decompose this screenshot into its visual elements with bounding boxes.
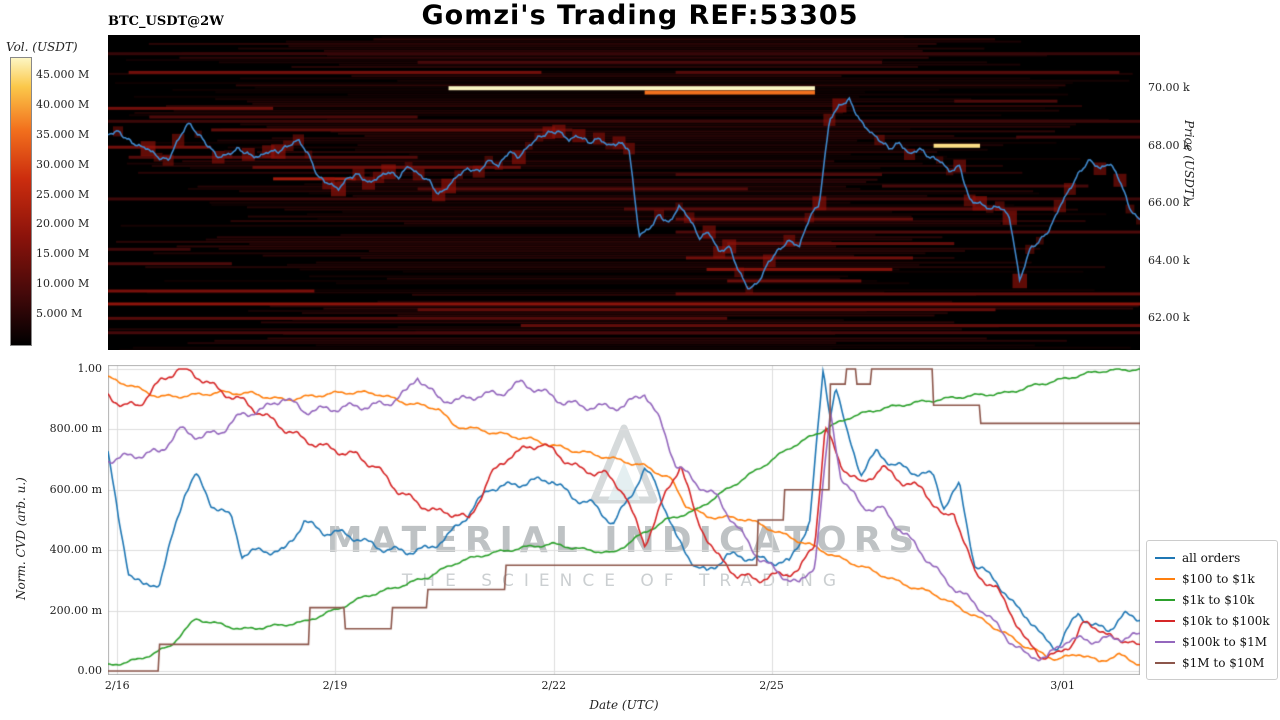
- legend-label: $1M to $10M: [1182, 655, 1265, 670]
- page-title: Gomzi's Trading REF:53305: [421, 0, 859, 31]
- symbol-label: BTC_USDT@2W: [108, 14, 224, 29]
- legend-swatch: [1155, 598, 1175, 601]
- tick-label: 2/16: [104, 679, 130, 692]
- legend-item: $1M to $10M: [1155, 652, 1269, 673]
- tick-label: 200.00 m: [49, 603, 102, 617]
- tick-label: 66.00 k: [1148, 196, 1190, 210]
- price-axis-label: Price (USDT): [1182, 120, 1196, 201]
- tick-label: 2/19: [322, 679, 348, 692]
- tick-label: 45.000 M: [36, 67, 90, 81]
- tick-label: 2/25: [759, 679, 784, 692]
- volume-colorbar: [10, 57, 32, 346]
- tick-label: 64.00 k: [1148, 253, 1190, 267]
- tick-label: 70.00 k: [1148, 81, 1190, 95]
- tick-label: 600.00 m: [49, 482, 102, 496]
- legend-swatch: [1155, 556, 1175, 559]
- legend-label: all orders: [1182, 550, 1241, 565]
- colorbar-label: Vol. (USDT): [6, 40, 78, 54]
- tick-label: 30.000 M: [36, 157, 90, 171]
- tick-label: 2/22: [541, 679, 567, 692]
- tick-label: 400.00 m: [49, 543, 102, 557]
- tick-label: 40.000 M: [36, 97, 90, 111]
- tick-label: 5.000 M: [36, 307, 83, 321]
- tick-label: 3/01: [1050, 679, 1075, 692]
- legend-swatch: [1155, 619, 1175, 622]
- legend-label: $10k to $100k: [1182, 613, 1270, 628]
- tick-label: 10.000 M: [36, 277, 90, 291]
- tick-label: 15.000 M: [36, 247, 90, 261]
- legend-item: $1k to $10k: [1155, 589, 1269, 610]
- date-axis-label: Date (UTC): [589, 698, 659, 712]
- tick-label: 35.000 M: [36, 127, 90, 141]
- liquidity-heatmap-canvas: [108, 35, 1140, 350]
- tick-label: 62.00 k: [1148, 311, 1190, 325]
- legend-label: $1k to $10k: [1182, 592, 1255, 607]
- tick-label: 68.00 k: [1148, 138, 1190, 152]
- tick-label: 25.000 M: [36, 187, 90, 201]
- legend-item: $10k to $100k: [1155, 610, 1270, 631]
- tick-label: 800.00 m: [49, 422, 102, 436]
- legend-swatch: [1155, 661, 1175, 664]
- tick-label: 1.00: [77, 362, 103, 375]
- cvd-axis-label: Norm. CVD (arb. u.): [14, 477, 28, 600]
- legend: all orders $100 to $1k $1k to $10k $10k to …: [1146, 540, 1278, 680]
- legend-swatch: [1155, 640, 1175, 643]
- legend-label: $100 to $1k: [1182, 571, 1255, 586]
- legend-label: $100k to $1M: [1182, 634, 1268, 649]
- cvd-chart-canvas: [108, 365, 1140, 675]
- legend-item: all orders: [1155, 547, 1269, 568]
- legend-item: $100 to $1k: [1155, 568, 1269, 589]
- tick-label: 0.00: [77, 664, 103, 677]
- legend-swatch: [1155, 577, 1175, 580]
- tick-label: 20.000 M: [36, 217, 90, 231]
- legend-item: $100k to $1M: [1155, 631, 1269, 652]
